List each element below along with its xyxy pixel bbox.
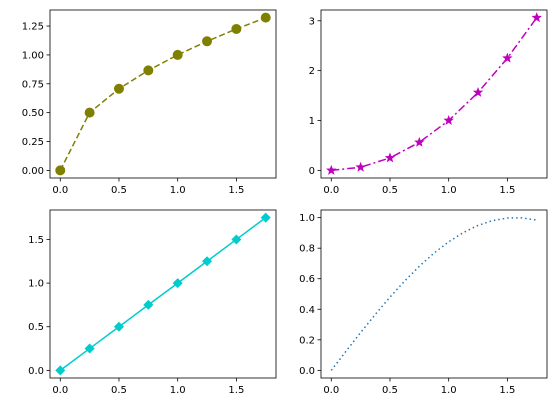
x-tick-label: 1.0 (441, 385, 457, 396)
subplot-2: 0.0 0.5 1.0 1.5 0 1 2 3 (309, 9, 548, 196)
data-point (84, 343, 95, 354)
x-tick-label: 1.5 (499, 185, 515, 196)
y-tick-label: 0.4 (299, 305, 315, 316)
y-tick-label: 0.00 (22, 166, 44, 177)
data-point (502, 52, 513, 63)
x-tick-label: 1.5 (228, 385, 244, 396)
x-tick-label: 0.5 (382, 385, 398, 396)
axes-frame (49, 9, 277, 179)
data-point (531, 12, 542, 23)
data-point (231, 23, 242, 34)
data-point (143, 299, 154, 310)
series-line (331, 17, 538, 172)
x-tick-label: 0.0 (323, 185, 339, 196)
data-point (143, 65, 154, 76)
data-point (443, 115, 454, 125)
x-tick-label: 0.0 (323, 385, 339, 396)
y-tick-label: 0.25 (22, 137, 44, 148)
x-tick-label: 0.5 (111, 385, 127, 396)
data-point (172, 278, 183, 289)
data-point (113, 321, 124, 332)
y-tick-label: 0.50 (22, 108, 44, 119)
y-tick-label: 1.5 (28, 235, 44, 246)
y-tick-label: 2 (309, 66, 315, 77)
subplot-1: 0.0 0.5 1.0 1.5 0.00 0.25 0.50 0.75 1.00 1.25 (22, 9, 277, 196)
data-point (384, 152, 396, 163)
axes-frame (320, 9, 548, 179)
y-tick-label: 3 (309, 16, 315, 27)
series-line (330, 217, 537, 371)
subplot-3: 0.0 0.5 1.0 1.5 0.0 0.5 1.0 1.5 (28, 209, 277, 396)
data-point (113, 83, 124, 94)
axes-frame (49, 209, 277, 379)
axes-frame (320, 209, 548, 379)
series-line (59, 217, 267, 371)
y-tick-label: 0.8 (299, 244, 315, 255)
x-tick-label: 0.5 (382, 185, 398, 196)
x-tick-label: 0.0 (52, 385, 68, 396)
data-point (260, 212, 271, 223)
y-tick-label: 0.6 (299, 274, 315, 285)
series-line (59, 16, 267, 171)
x-tick-label: 1.5 (499, 385, 515, 396)
data-point (55, 365, 66, 376)
data-point (172, 49, 183, 60)
y-tick-label: 0 (309, 166, 315, 177)
y-tick-label: 1.0 (299, 213, 315, 224)
y-tick-label: 1.25 (22, 22, 44, 33)
data-point (55, 165, 66, 176)
y-tick-label: 1 (309, 116, 315, 127)
data-point (326, 164, 337, 175)
subplot-4: 0.0 0.5 1.0 1.5 0.0 0.2 0.4 0.6 0.8 1.0 (299, 209, 548, 396)
y-tick-label: 0.0 (299, 366, 315, 377)
data-point (414, 136, 425, 147)
x-tick-label: 1.5 (228, 185, 244, 196)
y-tick-label: 0.2 (299, 335, 315, 346)
x-tick-label: 1.0 (441, 185, 457, 196)
data-point (472, 86, 484, 97)
data-point (355, 161, 366, 172)
data-point (202, 256, 213, 267)
y-tick-label: 1.0 (28, 279, 44, 290)
y-tick-label: 0.5 (28, 322, 44, 333)
x-tick-label: 1.0 (170, 185, 186, 196)
x-tick-label: 0.5 (111, 185, 127, 196)
y-tick-label: 0.0 (28, 366, 44, 377)
data-point (260, 12, 271, 23)
data-point (202, 36, 213, 47)
x-tick-label: 0.0 (52, 185, 68, 196)
data-point (231, 234, 242, 245)
x-tick-label: 1.0 (170, 385, 186, 396)
data-point (84, 107, 95, 118)
y-tick-label: 1.00 (22, 50, 44, 61)
y-tick-label: 0.75 (22, 79, 44, 90)
